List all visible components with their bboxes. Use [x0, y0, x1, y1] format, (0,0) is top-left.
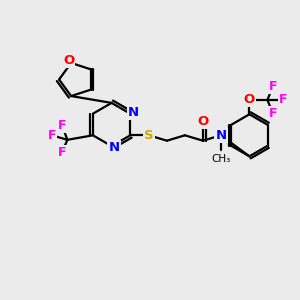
- Text: CH₃: CH₃: [211, 154, 230, 164]
- Text: O: O: [244, 93, 255, 106]
- Text: N: N: [108, 141, 120, 154]
- Text: F: F: [47, 129, 56, 142]
- Text: F: F: [269, 106, 278, 120]
- Text: F: F: [58, 119, 66, 132]
- Text: F: F: [279, 93, 288, 106]
- Text: O: O: [197, 115, 208, 128]
- Text: F: F: [269, 80, 278, 93]
- Text: N: N: [128, 106, 139, 119]
- Text: F: F: [58, 146, 66, 159]
- Text: O: O: [63, 54, 74, 67]
- Text: N: N: [215, 129, 226, 142]
- Text: S: S: [144, 129, 154, 142]
